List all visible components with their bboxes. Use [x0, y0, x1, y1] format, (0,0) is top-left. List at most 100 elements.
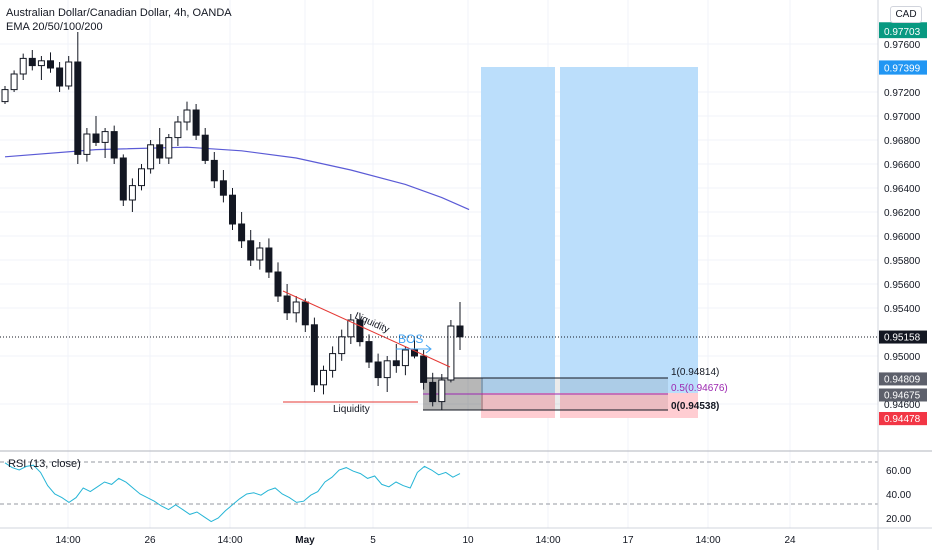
candle-body [338, 336, 346, 355]
candle-body [292, 301, 300, 314]
candle-body [310, 324, 318, 386]
candle-body [256, 247, 264, 261]
price-tick-label: 0.96200 [884, 208, 921, 219]
fib-level-half-label: 0.5(0.94676) [671, 383, 728, 394]
candle-body [392, 360, 400, 367]
rsi-axis: 60.00 40.00 20.00 [886, 466, 911, 525]
price-tick-label: 0.95400 [884, 304, 921, 315]
candle-body [219, 180, 227, 196]
price-axis[interactable]: 0.97600 0.97200 0.97000 0.96800 0.96600 0.964… [877, 0, 921, 550]
candle-body [411, 349, 418, 357]
price-label: 0.94675 [884, 391, 921, 402]
rsi-panel[interactable] [0, 461, 878, 523]
time-tick-label: May [295, 535, 315, 546]
rsi-legend[interactable]: RSI (13, close) [8, 458, 81, 470]
time-tick-label: 17 [622, 535, 634, 546]
candle-body [320, 369, 327, 386]
price-tick-label: 0.96800 [884, 136, 921, 147]
price-label-bg [879, 25, 927, 39]
rsi-tick-label: 60.00 [886, 466, 911, 477]
rsi-line [4, 462, 461, 523]
candle-body [329, 353, 337, 371]
candle-body [83, 133, 91, 155]
bottom-liquidity-label: Liquidity [333, 404, 370, 415]
candle-body [383, 360, 391, 379]
grid-lines [0, 0, 878, 528]
candlesticks [1, 32, 464, 410]
candle-body [92, 133, 100, 143]
candle-body [1, 89, 9, 103]
candle-body [19, 57, 27, 75]
candle-body [156, 144, 164, 159]
target-zone-1[interactable] [481, 67, 555, 393]
candle-body [47, 60, 54, 69]
bos-label: BOS [398, 332, 423, 346]
candle-body [128, 185, 136, 201]
candle-body [110, 131, 118, 159]
candle-body [247, 240, 255, 261]
time-tick-label: 24 [784, 535, 796, 546]
ema-line [4, 146, 470, 211]
candle-body [147, 144, 155, 170]
candle-body [10, 73, 18, 91]
indicator-legend[interactable]: EMA 20/50/100/200 [6, 21, 103, 33]
candle-body [438, 379, 446, 403]
candle-body [138, 168, 145, 187]
fib-level-1-label: 1(0.94814) [671, 367, 719, 378]
currency-button[interactable]: CAD [890, 6, 922, 23]
liquidity-trendline[interactable] [282, 290, 451, 368]
price-label-bg [879, 372, 927, 386]
candle-body [238, 223, 246, 242]
candle-body [274, 271, 282, 297]
price-tick-label: 0.95000 [884, 352, 921, 363]
candle-body [456, 325, 464, 338]
candle-body [165, 137, 173, 159]
stop-zone-1[interactable] [481, 393, 555, 418]
candle-body [401, 349, 409, 367]
price-tick-label: 0.97200 [884, 88, 921, 99]
price-labels: 0.977270.977030.974090.973990.951580.948… [879, 22, 927, 426]
candle-body [183, 109, 191, 123]
price-label-bg [879, 412, 927, 426]
rsi-tick-label: 20.00 [886, 514, 911, 525]
symbol-title[interactable]: Australian Dollar/Canadian Dollar, 4h, O… [6, 7, 232, 19]
candle-body [429, 381, 437, 403]
time-tick-label: 26 [144, 535, 156, 546]
price-label: 0.97399 [884, 64, 921, 75]
price-label: 0.94809 [884, 374, 921, 385]
candle-body [101, 131, 109, 143]
bos-arrow-head [425, 344, 432, 354]
target-zone-2[interactable] [560, 67, 698, 393]
candle-body [283, 295, 291, 314]
time-tick-label: 14:00 [55, 535, 80, 546]
candle-body [65, 61, 73, 87]
long-position-zones[interactable] [481, 67, 698, 418]
time-axis[interactable]: 14:00 26 14:00 May 5 10 14:00 17 14:00 24 [55, 535, 796, 546]
time-tick-label: 5 [370, 535, 376, 546]
candle-body [56, 67, 64, 87]
rsi-tick-label: 40.00 [886, 490, 911, 501]
candle-body [210, 159, 218, 182]
price-tick-label: 0.94600 [884, 400, 921, 411]
fib-retracement[interactable]: 1(0.94814) 0.5(0.94676) 0(0.94538) [423, 367, 728, 412]
price-label: 0.94478 [884, 414, 921, 425]
candle-body [119, 157, 127, 201]
stop-zone-2[interactable] [560, 393, 698, 418]
time-tick-label: 14:00 [695, 535, 720, 546]
candle-body [74, 61, 82, 155]
fib-level-0-label: 0(0.94538) [671, 401, 719, 412]
price-tick-label: 0.96000 [884, 232, 921, 243]
price-label-bg [879, 388, 927, 402]
price-tick-label: 0.97000 [884, 112, 921, 123]
price-label-bg [879, 330, 927, 344]
candle-body [37, 60, 45, 67]
candle-body [28, 57, 36, 67]
candle-body [265, 247, 273, 273]
candle-body [192, 109, 200, 136]
candle-body [374, 361, 382, 379]
candle-body [420, 355, 428, 383]
candle-body [201, 134, 209, 161]
candle-body [347, 319, 355, 338]
price-label-bg [879, 61, 927, 75]
